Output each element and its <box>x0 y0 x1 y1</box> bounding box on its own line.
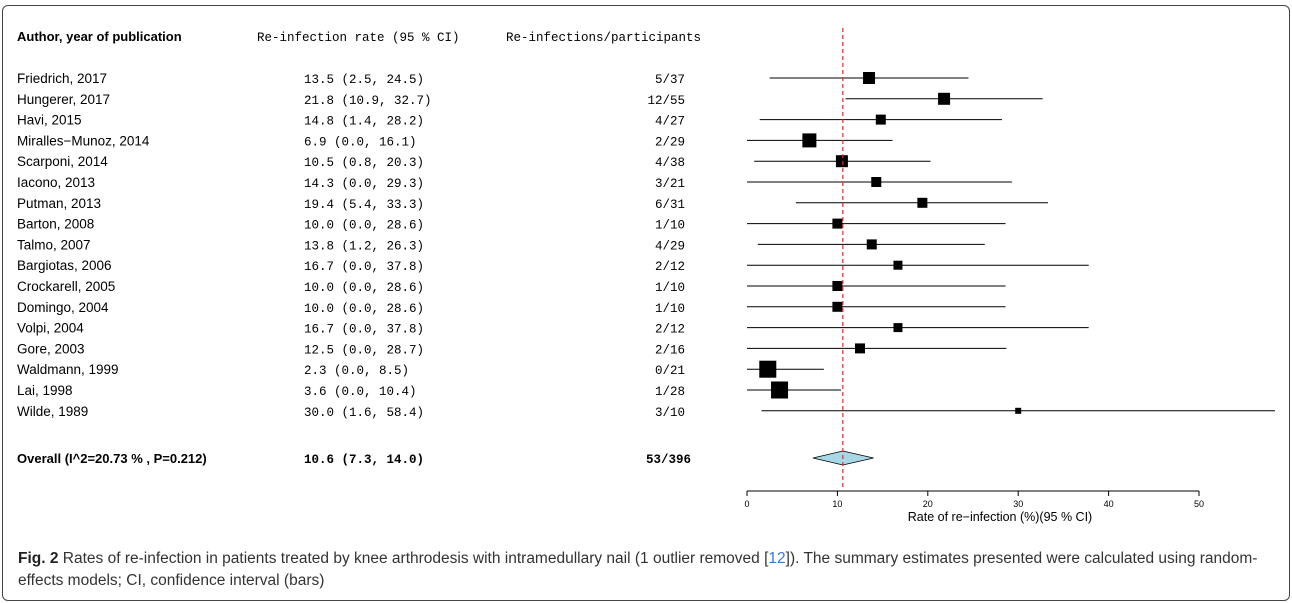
study-events: 2/12 <box>655 323 685 337</box>
study-events: 6/31 <box>655 198 685 212</box>
point-estimate-marker <box>759 360 777 378</box>
point-estimate-marker <box>863 72 876 84</box>
x-axis-label: Rate of re−infection (%)(95 % CI) <box>908 510 1092 524</box>
header-rate: Re-infection rate (95 % CI) <box>257 31 460 45</box>
point-estimate-marker <box>871 177 882 187</box>
study-label: Putman, 2013 <box>17 196 101 211</box>
point-estimate-marker <box>1015 407 1022 414</box>
study-label: Barton, 2008 <box>17 217 94 232</box>
study-ci-text: 3.6 (0.0, 10.4) <box>304 385 417 399</box>
study-events: 1/10 <box>655 219 685 233</box>
point-estimate-marker <box>832 301 843 312</box>
point-estimate-marker <box>938 92 951 105</box>
study-events: 3/10 <box>655 406 685 420</box>
study-ci-text: 16.7 (0.0, 37.8) <box>304 260 424 274</box>
caption-text-end: ]). The summary estimates presented were… <box>18 550 1258 589</box>
study-events: 4/38 <box>655 156 685 170</box>
figure-frame <box>2 5 1290 601</box>
study-label: Talmo, 2007 <box>17 237 91 252</box>
study-events: 2/29 <box>655 135 685 149</box>
header-study: Author, year of publication <box>17 29 182 44</box>
overall-ci-text: 10.6 (7.3, 14.0) <box>304 453 424 467</box>
point-estimate-marker <box>917 197 928 208</box>
study-ci-text: 12.5 (0.0, 28.7) <box>304 343 424 357</box>
header-events: Re-infections/participants <box>506 31 701 45</box>
study-ci-text: 30.0 (1.6, 58.4) <box>304 406 424 420</box>
caption-label: Fig. 2 <box>18 550 59 567</box>
study-label: Bargiotas, 2006 <box>17 258 112 273</box>
study-ci-text: 10.0 (0.0, 28.6) <box>304 281 424 295</box>
figure-caption: Fig. 2 Rates of re-infection in patients… <box>18 548 1268 592</box>
x-tick-label: 10 <box>832 499 842 509</box>
study-label: Miralles−Munoz, 2014 <box>17 133 150 148</box>
overall-events: 53/396 <box>646 453 691 467</box>
x-tick-label: 30 <box>1013 499 1023 509</box>
study-ci-text: 19.4 (5.4, 33.3) <box>304 198 424 212</box>
study-label: Scarponi, 2014 <box>17 154 108 169</box>
study-events: 4/27 <box>655 115 685 129</box>
study-events: 4/29 <box>655 239 685 253</box>
study-events: 5/37 <box>655 73 685 87</box>
study-label: Havi, 2015 <box>17 113 82 128</box>
forest-plot: Author, year of publication Re-infection… <box>17 28 1275 524</box>
study-ci-text: 14.3 (0.0, 29.3) <box>304 177 424 191</box>
study-label: Waldmann, 1999 <box>17 362 119 377</box>
study-ci-text: 13.8 (1.2, 26.3) <box>304 239 424 253</box>
study-label: Crockarell, 2005 <box>17 279 115 294</box>
study-events: 1/10 <box>655 281 685 295</box>
point-estimate-marker <box>771 381 789 399</box>
study-label: Wilde, 1989 <box>17 404 88 419</box>
study-events: 1/28 <box>655 385 685 399</box>
study-label: Lai, 1998 <box>17 383 73 398</box>
x-tick-label: 0 <box>744 499 749 509</box>
point-estimate-marker <box>832 281 843 291</box>
study-events: 2/16 <box>655 343 685 357</box>
study-ci-text: 16.7 (0.0, 37.8) <box>304 323 424 337</box>
point-estimate-marker <box>802 133 817 148</box>
study-label: Friedrich, 2017 <box>17 71 107 86</box>
study-ci-text: 14.8 (1.4, 28.2) <box>304 115 424 129</box>
study-ci-text: 2.3 (0.0, 8.5) <box>304 364 409 378</box>
point-estimate-marker <box>866 239 877 250</box>
study-label: Iacono, 2013 <box>17 175 95 190</box>
caption-reference-link[interactable]: 12 <box>768 550 786 567</box>
study-ci-text: 10.0 (0.0, 28.6) <box>304 302 424 316</box>
study-label: Domingo, 2004 <box>17 300 109 315</box>
study-ci-text: 13.5 (2.5, 24.5) <box>304 73 424 87</box>
point-estimate-marker <box>832 218 843 229</box>
study-ci-text: 21.8 (10.9, 32.7) <box>304 94 432 108</box>
study-events: 3/21 <box>655 177 685 191</box>
study-events: 0/21 <box>655 364 685 378</box>
study-ci-text: 10.0 (0.0, 28.6) <box>304 219 424 233</box>
plot-area: 0 10 20 30 40 50 Rate of re−infection (%)(95 %… <box>744 28 1275 524</box>
point-estimate-marker <box>893 323 903 333</box>
point-estimate-marker <box>875 114 886 125</box>
study-events: 2/12 <box>655 260 685 274</box>
study-label: Gore, 2003 <box>17 341 85 356</box>
overall-label: Overall (I^2=20.73 % , P=0.212) <box>17 451 207 466</box>
x-tick-label: 40 <box>1104 499 1114 509</box>
point-estimate-marker <box>893 260 903 270</box>
study-ci-text: 10.5 (0.8, 20.3) <box>304 156 424 170</box>
study-ci-text: 6.9 (0.0, 16.1) <box>304 135 417 149</box>
caption-text: Rates of re-infection in patients treate… <box>62 550 769 567</box>
point-estimate-marker <box>855 343 865 354</box>
study-events: 12/55 <box>647 94 685 108</box>
study-events: 1/10 <box>655 302 685 316</box>
study-label: Volpi, 2004 <box>17 321 84 336</box>
study-label: Hungerer, 2017 <box>17 92 110 107</box>
point-estimate-marker <box>835 155 848 168</box>
x-tick-label: 20 <box>923 499 933 509</box>
x-tick-label: 50 <box>1194 499 1204 509</box>
study-rows: Friedrich, 2017 13.5 (2.5, 24.5) 5/37 Hunge… <box>17 71 691 467</box>
